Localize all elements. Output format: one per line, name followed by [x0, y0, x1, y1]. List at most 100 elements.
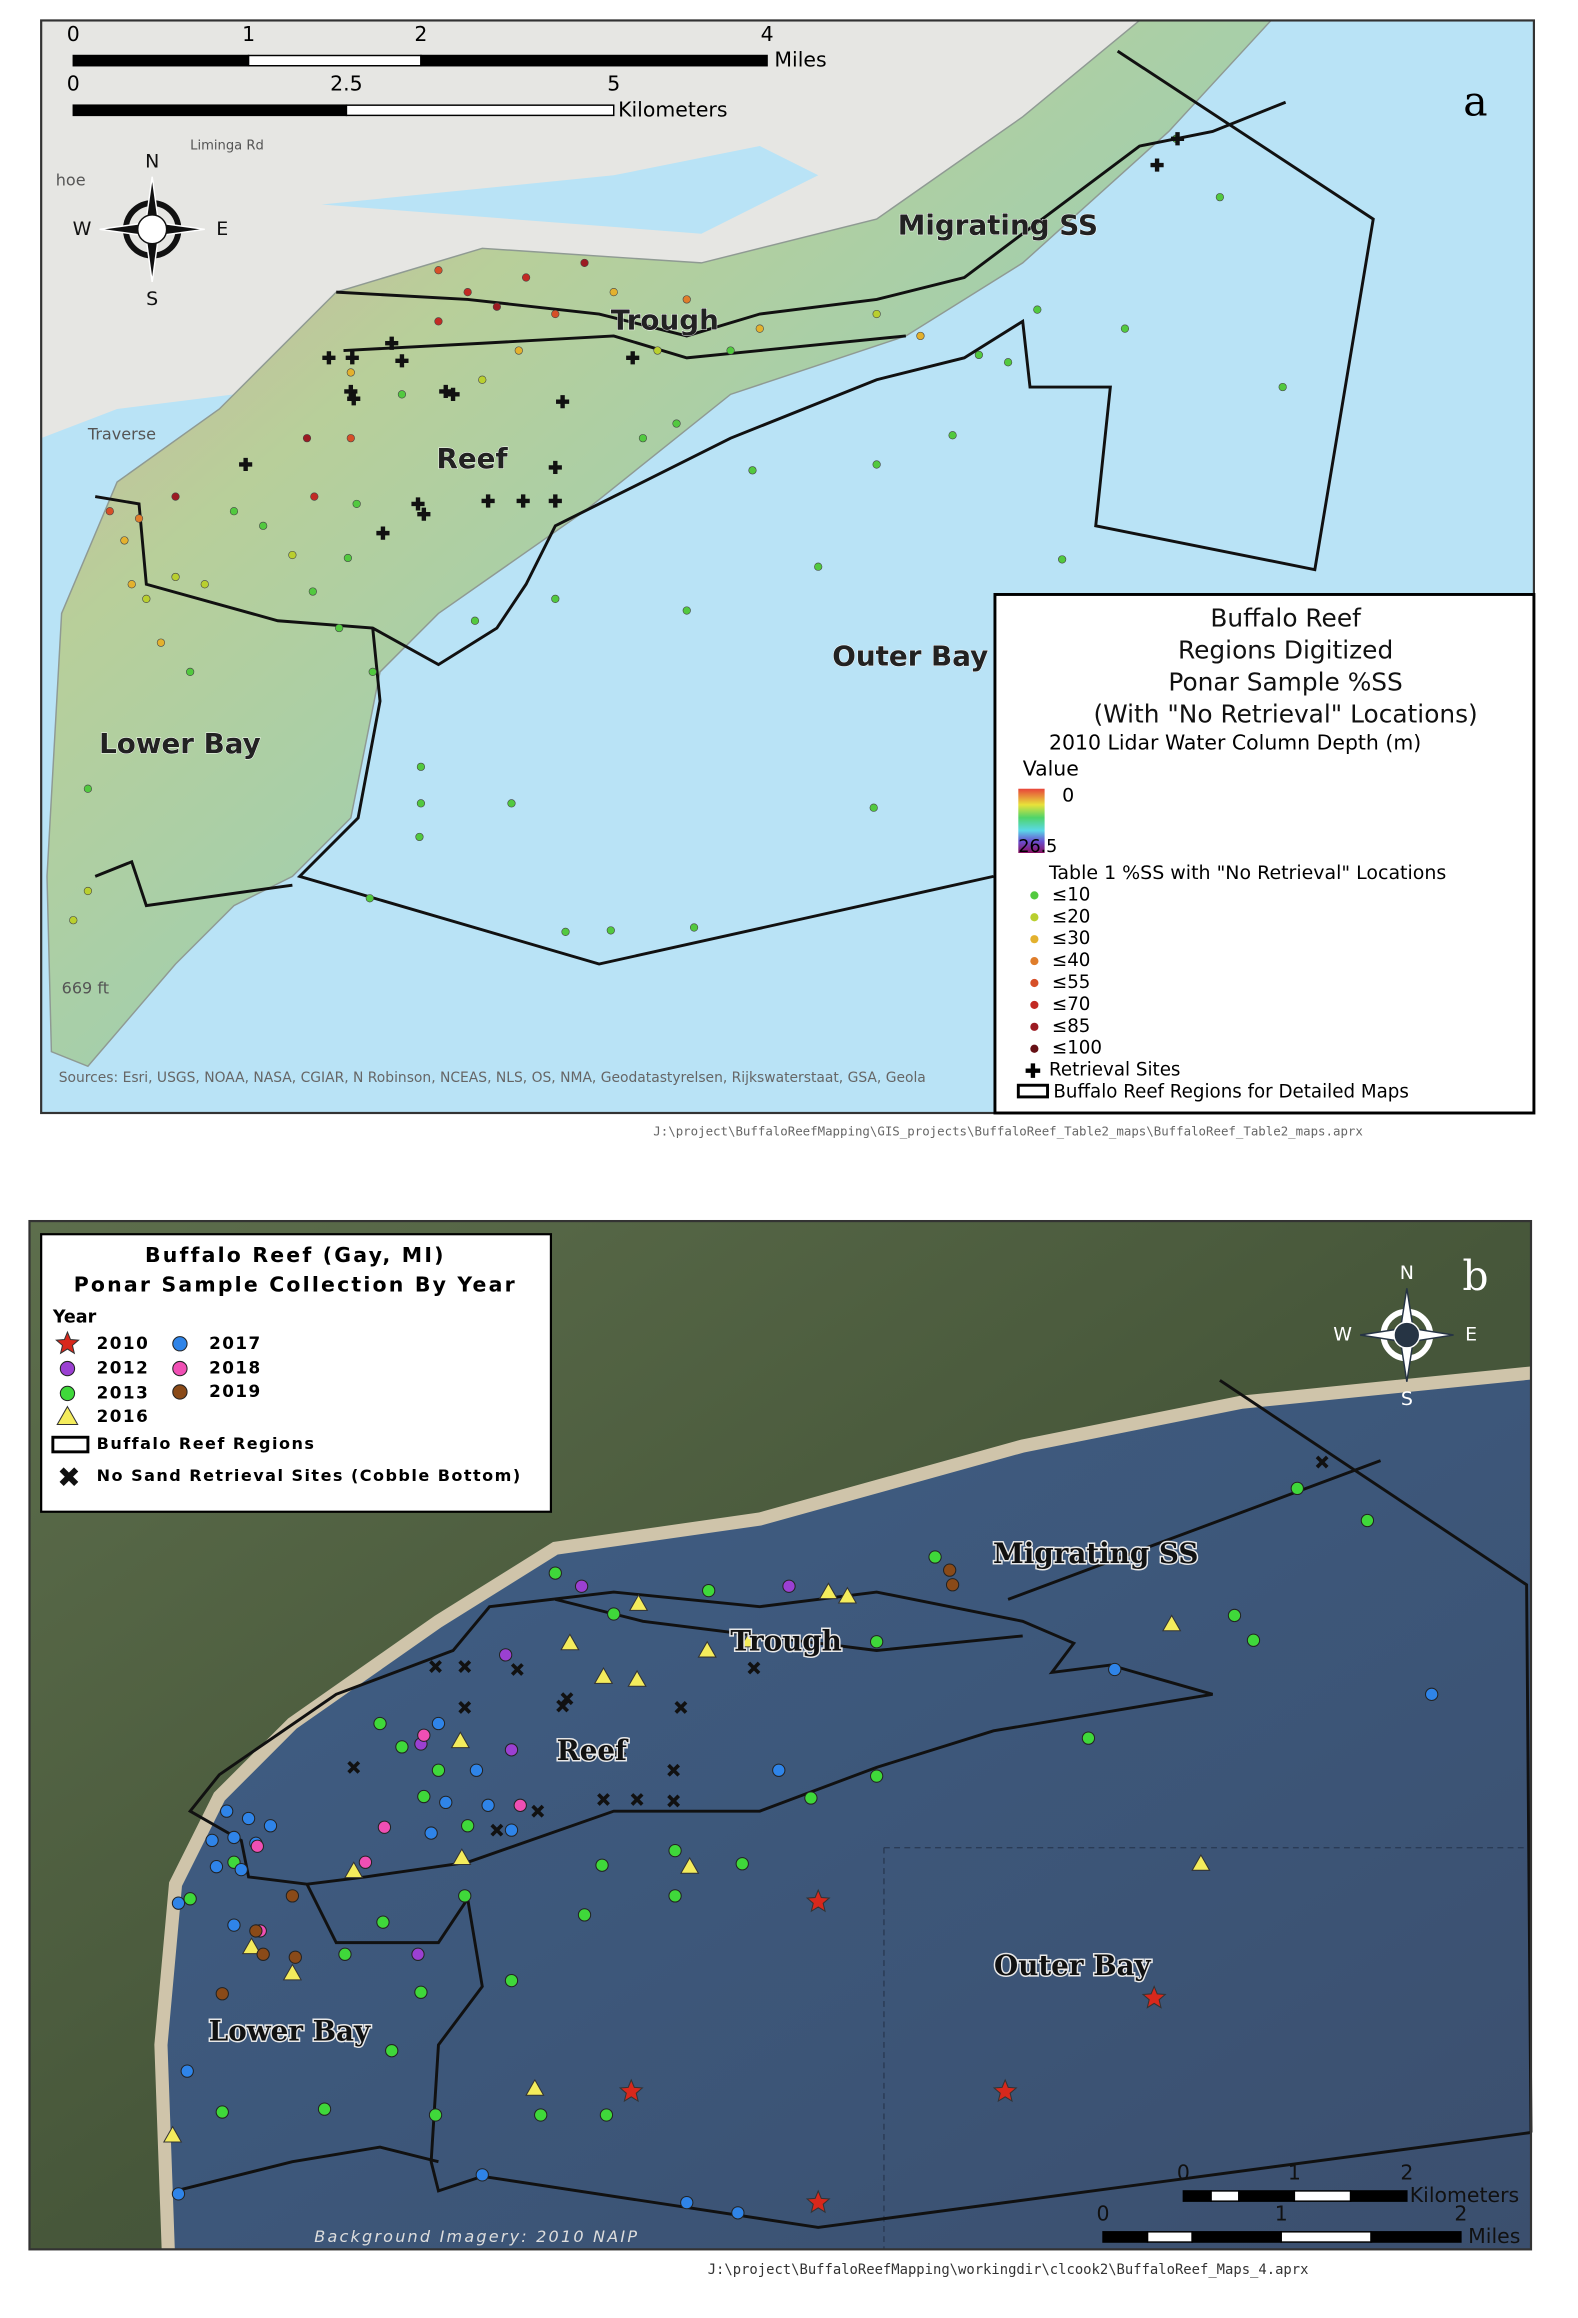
scale-tick-label: 2 [414, 22, 427, 46]
retrieval-site [344, 384, 358, 399]
sample-point [241, 1937, 262, 1955]
legend-label: 2017 [209, 1333, 262, 1353]
sample-point [302, 434, 312, 443]
legend-label: ≤55 [1052, 972, 1091, 993]
legend-label: 2013 [97, 1382, 150, 1402]
legend-label: ≤20 [1052, 906, 1091, 927]
legend-label: Buffalo Reef Regions for Detailed Maps [1053, 1082, 1409, 1103]
sample-point [1246, 1633, 1261, 1647]
file-path: J:\project\BuffaloReefMapping\workingdir… [708, 2262, 1309, 2278]
sample-point [209, 1860, 224, 1874]
sample-point [748, 466, 757, 475]
sample-point [1278, 382, 1287, 392]
scale-unit: Kilometers [618, 97, 727, 121]
retrieval-site [411, 497, 425, 511]
sample-point [498, 1648, 513, 1662]
sample-point [739, 1630, 760, 1648]
sample-point [943, 1563, 957, 1577]
legend-label: 2012 [97, 1358, 150, 1378]
legend-box [993, 593, 1536, 1115]
legend-subtitle: Value [1023, 757, 1079, 781]
scale-segment [1191, 2231, 1282, 2243]
legend-swatch [1030, 1022, 1039, 1031]
no-sand-site [1315, 1455, 1329, 1469]
panel-label: a [1463, 78, 1487, 126]
sample-point [83, 886, 92, 896]
sample-point [504, 1823, 519, 1837]
region-label: Migrating SS [993, 1537, 1198, 1570]
retrieval-site [239, 457, 253, 472]
sample-point [1290, 1481, 1304, 1496]
sample-point [837, 1586, 858, 1604]
sample-point [514, 346, 523, 355]
sample-point [458, 1889, 472, 1903]
sample-point [492, 302, 501, 311]
scale-tick-label: 1 [1288, 2160, 1301, 2184]
no-sand-site [556, 1699, 570, 1713]
sample-point [416, 762, 426, 771]
scale-tick-label: 1 [242, 22, 255, 46]
sample-point [869, 803, 878, 812]
sample-point [344, 1861, 364, 1879]
sample-point [229, 507, 239, 516]
legend-swatch [1030, 1000, 1039, 1009]
scale-segment [247, 54, 422, 67]
water-b [160, 1372, 1531, 2250]
scale-tick-label: 2.5 [330, 72, 363, 96]
sample-point [263, 1819, 278, 1833]
sample-point [560, 1633, 580, 1651]
sample-point [504, 1743, 519, 1757]
legend-swatch [59, 1385, 76, 1402]
sample-point [127, 580, 136, 589]
sample-point [702, 1583, 716, 1598]
legend-label: 2018 [209, 1358, 262, 1378]
depth-ramp [1018, 788, 1045, 854]
ramp-label: 0 [1062, 785, 1074, 807]
no-sand-site [747, 1661, 761, 1675]
region-label: Lower Bay [99, 727, 261, 760]
legend-swatch [55, 1330, 80, 1355]
no-sand-site [347, 1760, 361, 1774]
legend-label: ≤30 [1052, 928, 1091, 949]
frame-b [28, 1219, 1533, 2251]
sample-point [507, 799, 516, 808]
scale-segment [1280, 2231, 1372, 2243]
legend-label: Retrieval Sites [1049, 1060, 1180, 1081]
no-sand-site [531, 1804, 545, 1818]
sample-point [416, 799, 426, 808]
sample-point [478, 375, 487, 384]
sample-point [282, 1963, 303, 1981]
sample-point [804, 1791, 818, 1805]
sample-point [628, 1593, 649, 1611]
legend-swatch [59, 1467, 79, 1487]
sample-point [731, 2206, 745, 2220]
legend-label: 2019 [209, 1381, 262, 1401]
no-sand-site [674, 1701, 688, 1714]
sample-point [872, 309, 881, 319]
scale-tick-label: 5 [607, 72, 620, 96]
compass-hub [1393, 1321, 1421, 1349]
retrieval-site [548, 494, 562, 508]
compass-label: E [216, 218, 228, 240]
sample-point [234, 1862, 248, 1877]
sample-point [668, 1889, 682, 1903]
sample-point [577, 1908, 592, 1922]
sample-point [256, 1947, 270, 1961]
compass-label: E [1465, 1324, 1477, 1346]
legend-label: No Sand Retrieval Sites (Cobble Bottom) [97, 1466, 522, 1485]
sample-point [948, 431, 957, 440]
sample-point [417, 1789, 431, 1804]
legend-swatch [1030, 935, 1039, 944]
compass-label: S [146, 288, 158, 310]
sample-point [395, 1740, 409, 1754]
beach [154, 1366, 1532, 2250]
basemap-label: Liminga Rd [190, 139, 264, 154]
legend-swatch [172, 1336, 188, 1352]
scale-tick-label: 4 [761, 22, 774, 46]
sample-point [814, 562, 823, 571]
legend-swatch [1025, 1063, 1041, 1078]
sample-point [171, 492, 180, 501]
scale-segment [345, 104, 615, 117]
